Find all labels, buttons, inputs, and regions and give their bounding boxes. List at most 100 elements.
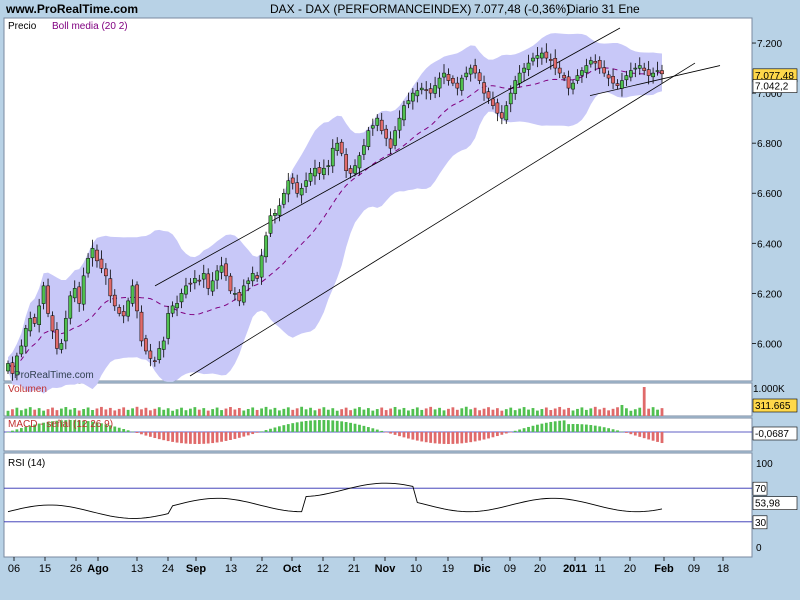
candle-body [179, 293, 184, 303]
volume-bar [549, 410, 553, 416]
macd-bar [562, 420, 566, 432]
candle-body [273, 213, 277, 216]
volume-bar [353, 408, 357, 416]
macd-bar [220, 432, 223, 442]
volume-bar [469, 409, 473, 416]
candle-body [233, 293, 237, 295]
volume-bar [407, 410, 410, 416]
macd-bar [59, 420, 63, 432]
macd-bar [237, 432, 241, 438]
volume-bar [607, 410, 611, 416]
volume-bar [286, 407, 290, 416]
volume-bar [28, 407, 32, 416]
candle-body [144, 338, 148, 352]
candle-body [544, 51, 549, 59]
candle-body [571, 82, 575, 90]
candle-body [121, 311, 126, 317]
volume-bar [455, 409, 459, 416]
volume-bar [122, 407, 126, 416]
volume-bar [500, 410, 504, 416]
volume-bar [171, 410, 175, 416]
candle-body [557, 67, 562, 74]
macd-bar [616, 430, 619, 432]
volume-bar [598, 409, 602, 416]
volume-bar [251, 407, 255, 416]
candle-body [388, 138, 393, 149]
candle-body [50, 315, 55, 332]
macd-bar [126, 430, 130, 432]
volume-bar [464, 406, 468, 416]
volume-bar [536, 410, 539, 416]
volume-bar [15, 407, 19, 416]
volume-panel-label: Volumen [8, 384, 47, 395]
volume-bar [589, 408, 593, 416]
candle-body [219, 265, 224, 273]
chart-header: www.ProRealTime.com DAX - DAX (PERFORMAN… [0, 0, 800, 18]
volume-bar [389, 408, 393, 416]
volume-bar [540, 409, 544, 416]
macd-bar [576, 424, 579, 432]
candle-body [193, 278, 197, 284]
macd-bar [42, 422, 45, 432]
candle-body [353, 165, 357, 174]
candle-body [629, 70, 633, 78]
candle-body [411, 92, 415, 102]
candle-body [95, 249, 99, 262]
trend-line-short [589, 65, 721, 96]
volume-bar [313, 410, 317, 416]
volume-bar [264, 406, 268, 416]
price-panel-label: Precio [8, 21, 37, 32]
volume-bar [571, 410, 575, 416]
volume-bar [567, 407, 570, 416]
candle-body [228, 275, 233, 292]
candle-body [206, 273, 211, 289]
volume-bar [229, 407, 232, 416]
bollinger-mid [7, 67, 663, 370]
volume-bar [495, 408, 499, 416]
x-tick-label: 26 [70, 563, 82, 575]
volume-bar [304, 409, 308, 416]
candle-body [277, 205, 282, 216]
macd-bar [55, 420, 59, 432]
macd-bar [255, 432, 259, 433]
candle-body [393, 130, 397, 146]
macd-bar [424, 432, 428, 443]
watermark: ProRealTime.com [14, 370, 94, 381]
candle-body [59, 343, 64, 350]
candle-body [348, 168, 353, 174]
macd-bar [251, 432, 255, 435]
x-tick-label: 20 [624, 563, 636, 575]
candle-body [259, 255, 264, 278]
macd-bar [433, 432, 437, 444]
candle-body [330, 147, 335, 167]
candle-body [166, 313, 171, 339]
volume-bar [6, 410, 10, 416]
macd-bar [309, 420, 312, 432]
macd-last-tag: -0,0687 [755, 429, 789, 440]
volume-bar [51, 407, 54, 416]
macd-bar [629, 432, 633, 435]
macd-bar [473, 432, 477, 442]
site-title[interactable]: www.ProRealTime.com [6, 2, 139, 16]
volume-bar [629, 410, 633, 416]
volume-bar [429, 406, 433, 416]
volume-bar [380, 407, 384, 416]
candle-body [646, 69, 651, 76]
volume-bar [322, 407, 326, 416]
bollinger-band [8, 33, 662, 394]
macd-bar [536, 424, 539, 432]
macd-bar [233, 432, 237, 439]
volume-bar [402, 407, 406, 416]
candle-body [370, 125, 375, 129]
candle-body [473, 65, 477, 74]
candle-body [308, 172, 313, 182]
macd-bar [540, 423, 544, 432]
candle-body [184, 285, 188, 295]
volume-bar [358, 407, 361, 416]
macd-bar [184, 432, 188, 444]
macd-bar [593, 425, 597, 432]
x-tick-label: 13 [131, 563, 143, 575]
volume-last-tag-box [752, 398, 798, 413]
candle-body [522, 67, 526, 73]
